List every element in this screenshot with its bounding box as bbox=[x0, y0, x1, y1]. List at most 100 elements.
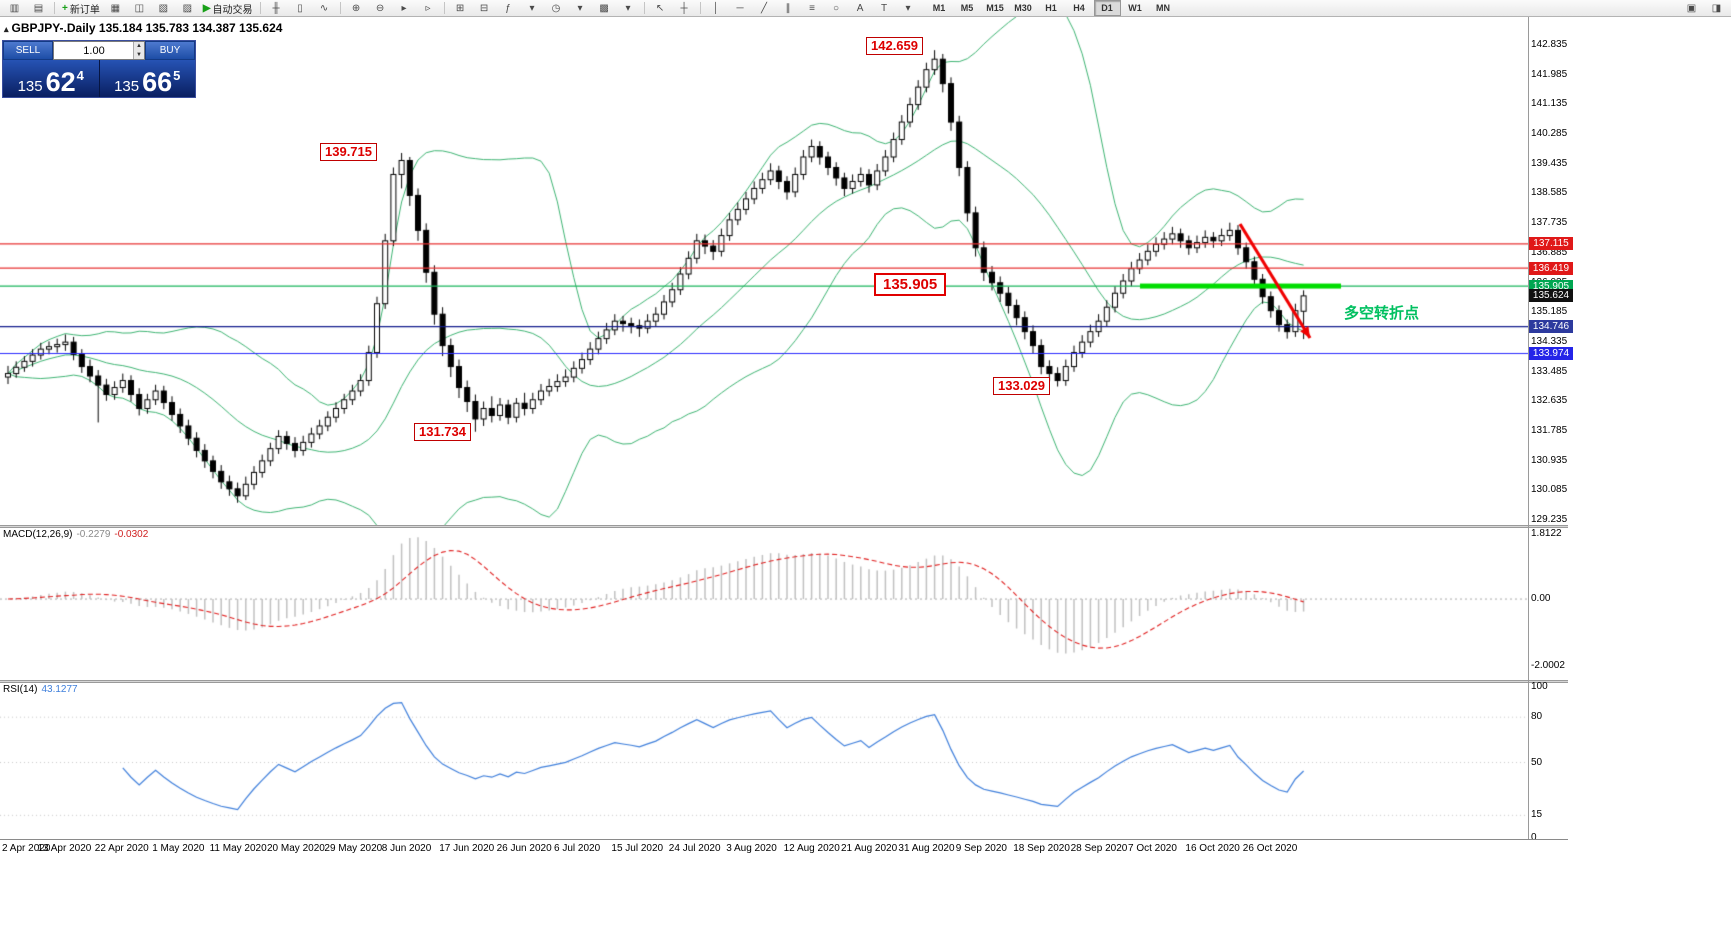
candlestick-icon[interactable]: ▯ bbox=[297, 2, 303, 14]
sell-price-button[interactable]: 135 62 4 bbox=[3, 60, 100, 97]
price-tick-label: 139.435 bbox=[1531, 157, 1568, 169]
chart-title: ▴ GBPJPY-.Daily 135.184 135.783 134.387 1… bbox=[4, 21, 282, 35]
date-axis[interactable]: 2 Apr 2020 13 Apr 2020 22 Apr 2020 1 May 20… bbox=[0, 839, 1568, 857]
chart-window-icon[interactable]: ▣ bbox=[1686, 2, 1697, 14]
toolbar-separator bbox=[643, 2, 645, 14]
buy-price-button[interactable]: 135 66 5 bbox=[99, 60, 195, 97]
price-tag: 136.419 bbox=[1529, 261, 1573, 275]
price-tick-label: 141.985 bbox=[1531, 68, 1568, 80]
sell-button[interactable]: SELL bbox=[3, 41, 53, 60]
cascade-windows-icon[interactable]: ⊟ bbox=[479, 2, 489, 14]
indicator-scale-label: 15 bbox=[1531, 809, 1543, 821]
timeframe-m30-button[interactable]: M30 bbox=[1014, 3, 1032, 13]
timeframe-m5-button[interactable]: M5 bbox=[960, 3, 974, 13]
price-label-object[interactable]: 142.659 bbox=[866, 37, 923, 55]
navigator-icon[interactable]: ▧ bbox=[158, 2, 169, 14]
arrows-dropdown-icon[interactable]: ▾ bbox=[905, 2, 911, 14]
price-label-object[interactable]: 133.029 bbox=[993, 377, 1050, 395]
templates-icon[interactable]: ▩ bbox=[599, 2, 609, 14]
timeframe-m15-button[interactable]: M15 bbox=[986, 3, 1004, 13]
price-tick-label: 138.585 bbox=[1531, 187, 1568, 199]
lot-increase-button[interactable]: ▲ bbox=[133, 42, 144, 51]
macd-canvas[interactable] bbox=[0, 528, 1528, 680]
rsi-canvas[interactable] bbox=[0, 683, 1528, 839]
tile-windows-icon[interactable]: ⊞ bbox=[455, 2, 465, 14]
cursor-icon[interactable]: ↖ bbox=[655, 2, 665, 14]
price-label-object[interactable]: 139.715 bbox=[320, 143, 377, 161]
buy-button[interactable]: BUY bbox=[145, 41, 195, 60]
zoom-out-icon[interactable]: ⊖ bbox=[375, 2, 385, 14]
main-toolbar: ▥ ▤ + 新订单 ▦ ◫ ▧ ▨ ▶ 自动交易 ╫ ▯ ∿ ⊕ ⊖ ▸ ▹ ⊞ ⊟ ƒ ▾ ◷ ▾ ▩ ▾ ↖ ┼ │ ─ ╱ ∥ ≡ ○ A T… bbox=[0, 0, 1731, 17]
templates-dropdown-icon[interactable]: ▾ bbox=[625, 2, 631, 14]
panel-separator[interactable] bbox=[0, 525, 1568, 528]
date-label: 17 Jun 2020 bbox=[439, 843, 495, 854]
new-order-button[interactable]: + 新订单 bbox=[62, 2, 100, 16]
date-label: 26 Oct 2020 bbox=[1242, 843, 1298, 854]
equidistant-channel-icon[interactable]: ∥ bbox=[785, 2, 791, 14]
shapes-icon[interactable]: ○ bbox=[833, 2, 840, 14]
date-label: 6 Jul 2020 bbox=[554, 843, 601, 854]
timeframe-w1-button[interactable]: W1 bbox=[1128, 3, 1142, 13]
toolbar-separator bbox=[339, 2, 341, 14]
data-window-icon[interactable]: ◫ bbox=[134, 2, 145, 14]
label-tool-icon[interactable]: T bbox=[880, 2, 888, 14]
price-tick-label: 131.785 bbox=[1531, 424, 1568, 436]
chart-profiles-icon[interactable]: ▤ bbox=[33, 2, 44, 14]
periods-dropdown-icon[interactable]: ▾ bbox=[577, 2, 583, 14]
lot-size-box: ▲ ▼ bbox=[53, 41, 145, 60]
date-label: 24 Jul 2020 bbox=[668, 843, 721, 854]
timeframe-h4-button[interactable]: H4 bbox=[1073, 3, 1085, 13]
vertical-line-icon[interactable]: │ bbox=[712, 2, 720, 14]
auto-scroll-icon[interactable]: ▸ bbox=[401, 2, 407, 14]
macd-name: MACD(12,26,9) bbox=[3, 529, 73, 540]
toolbar-separator bbox=[259, 2, 261, 14]
ohlc-bars-icon[interactable]: ╫ bbox=[272, 2, 280, 14]
price-tick-label: 135.185 bbox=[1531, 306, 1568, 318]
crosshair-icon[interactable]: ┼ bbox=[680, 2, 688, 14]
date-label: 28 Sep 2020 bbox=[1070, 843, 1128, 854]
timeframe-h1-button[interactable]: H1 bbox=[1045, 3, 1057, 13]
price-label-object[interactable]: 131.734 bbox=[414, 423, 471, 441]
lot-decrease-button[interactable]: ▼ bbox=[133, 50, 144, 59]
date-label: 8 Jun 2020 bbox=[381, 843, 432, 854]
autotrading-button[interactable]: ▶ 自动交易 bbox=[202, 2, 253, 16]
price-tag: 135.624 bbox=[1529, 289, 1573, 303]
indicators-dropdown-icon[interactable]: ▾ bbox=[529, 2, 535, 14]
periods-icon[interactable]: ◷ bbox=[551, 2, 561, 14]
fibonacci-icon[interactable]: ≡ bbox=[809, 2, 815, 14]
horizontal-line-icon[interactable]: ─ bbox=[736, 2, 744, 14]
market-watch-icon[interactable]: ▦ bbox=[110, 2, 121, 14]
toolbar-separator bbox=[699, 2, 701, 14]
date-label: 15 Jul 2020 bbox=[611, 843, 664, 854]
chart-shift-icon[interactable]: ▹ bbox=[425, 2, 431, 14]
panel-separator[interactable] bbox=[0, 680, 1568, 683]
price-tag: 133.974 bbox=[1529, 347, 1573, 361]
text-tool-icon[interactable]: A bbox=[856, 2, 864, 14]
indicator-scale-label: 100 bbox=[1531, 681, 1548, 692]
price-tick-label: 129.235 bbox=[1531, 514, 1568, 526]
timeframe-d1-button[interactable]: D1 bbox=[1093, 0, 1121, 16]
price-tag: 135.905 bbox=[1529, 279, 1573, 293]
line-chart-icon[interactable]: ∿ bbox=[319, 2, 329, 14]
trendline-icon[interactable]: ╱ bbox=[761, 2, 768, 14]
date-label: 3 Aug 2020 bbox=[726, 843, 777, 854]
layout-icon[interactable]: ◨ bbox=[1711, 2, 1722, 14]
timeframe-m1-button[interactable]: M1 bbox=[932, 3, 946, 13]
turning-point-note[interactable]: 多空转折点 bbox=[1344, 305, 1420, 322]
date-label: 31 Aug 2020 bbox=[898, 843, 955, 854]
zoom-in-icon[interactable]: ⊕ bbox=[351, 2, 361, 14]
date-label: 16 Oct 2020 bbox=[1185, 843, 1240, 854]
rsi-value: 43.1277 bbox=[41, 684, 78, 695]
new-chart-icon[interactable]: ▥ bbox=[9, 2, 20, 14]
timeframe-mn-button[interactable]: MN bbox=[1156, 3, 1171, 13]
price-tick-label: 137.735 bbox=[1531, 217, 1568, 229]
main-chart-canvas[interactable] bbox=[0, 17, 1528, 525]
indicators-icon[interactable]: ƒ bbox=[505, 2, 511, 14]
lot-size-input[interactable] bbox=[54, 42, 144, 59]
terminal-icon[interactable]: ▨ bbox=[182, 2, 193, 14]
indicator-scale-label: 0.00 bbox=[1531, 593, 1551, 604]
sell-price-big-figure: 135 bbox=[17, 78, 43, 95]
price-label-object[interactable]: 135.905 bbox=[874, 273, 947, 296]
